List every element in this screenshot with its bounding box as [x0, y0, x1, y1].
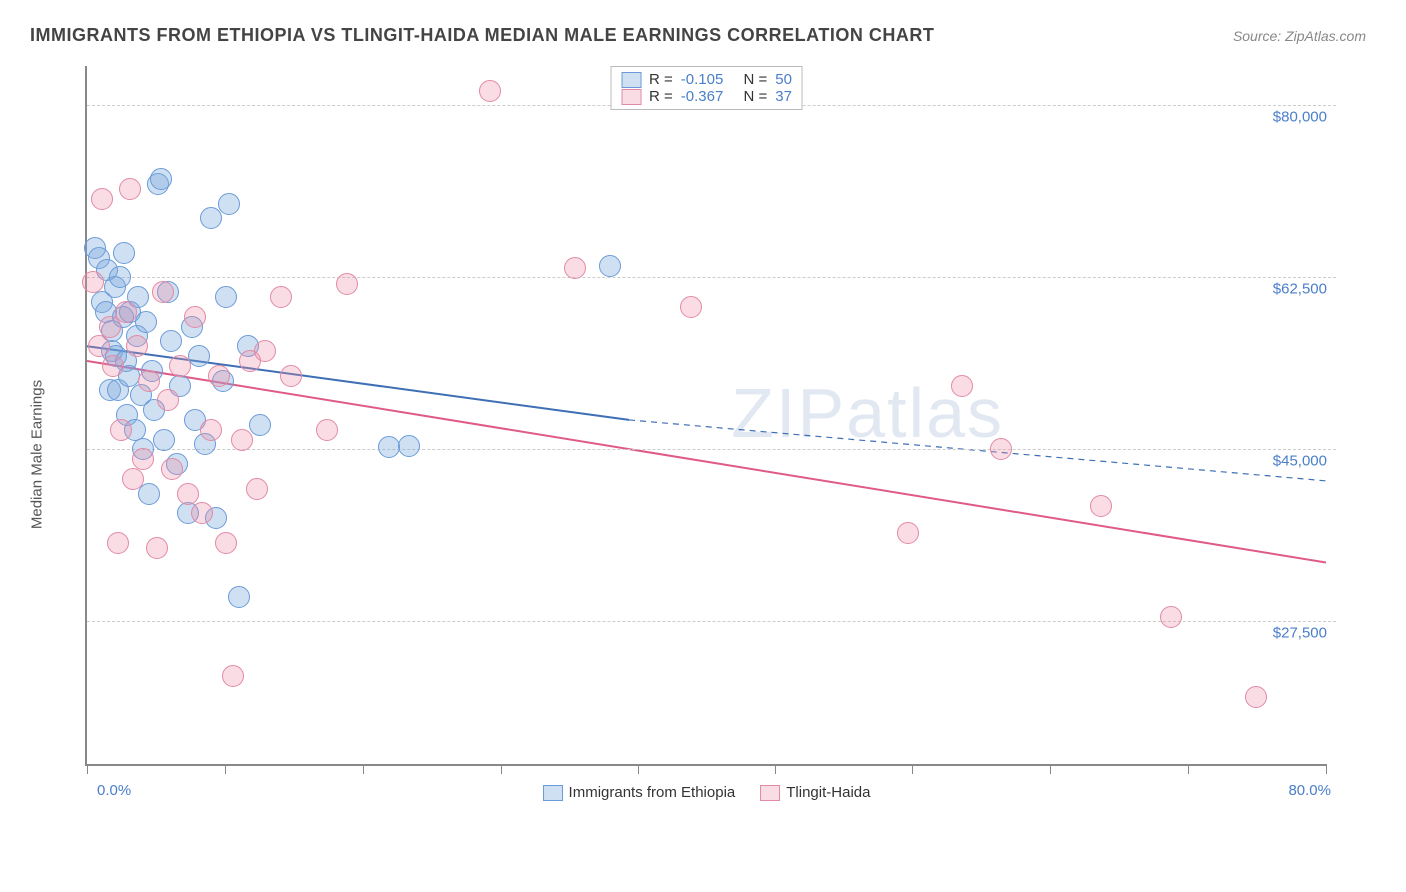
- trend-lines-layer: [87, 66, 1326, 764]
- gridline: [87, 277, 1336, 278]
- x-axis-min-label: 0.0%: [97, 782, 131, 799]
- scatter-point: [122, 468, 144, 490]
- x-tick: [225, 764, 226, 774]
- scatter-point: [280, 365, 302, 387]
- scatter-point: [82, 271, 104, 293]
- legend-row-series1: R = -0.105 N = 50: [621, 71, 792, 88]
- x-tick: [1326, 764, 1327, 774]
- scatter-point: [169, 355, 191, 377]
- scatter-point: [135, 311, 157, 333]
- legend-r-label-1: R =: [649, 71, 673, 88]
- legend-n-label-2: N =: [744, 88, 768, 105]
- scatter-point: [200, 207, 222, 229]
- scatter-point: [91, 188, 113, 210]
- scatter-point: [115, 301, 137, 323]
- scatter-point: [126, 335, 148, 357]
- scatter-point: [200, 419, 222, 441]
- chart-title: IMMIGRANTS FROM ETHIOPIA VS TLINGIT-HAID…: [30, 25, 1376, 46]
- legend-r-label-2: R =: [649, 88, 673, 105]
- scatter-point: [990, 438, 1012, 460]
- y-tick-label: $80,000: [1273, 109, 1331, 126]
- legend-r-value-1: -0.105: [681, 71, 724, 88]
- scatter-point: [215, 532, 237, 554]
- legend-swatch-bottom-2: [760, 785, 780, 801]
- scatter-point: [1160, 606, 1182, 628]
- scatter-point: [119, 178, 141, 200]
- scatter-point: [951, 375, 973, 397]
- scatter-point: [222, 665, 244, 687]
- scatter-point: [564, 257, 586, 279]
- scatter-point: [152, 281, 174, 303]
- scatter-point: [88, 335, 110, 357]
- legend-item-series1: Immigrants from Ethiopia: [543, 784, 736, 801]
- legend-n-value-2: 37: [775, 88, 792, 105]
- x-tick: [638, 764, 639, 774]
- scatter-point: [161, 458, 183, 480]
- scatter-point: [109, 266, 131, 288]
- y-tick-label: $62,500: [1273, 281, 1331, 298]
- y-tick-label: $27,500: [1273, 625, 1331, 642]
- scatter-point: [107, 532, 129, 554]
- scatter-point: [208, 365, 230, 387]
- scatter-point: [680, 296, 702, 318]
- scatter-point: [336, 273, 358, 295]
- legend-series: Immigrants from Ethiopia Tlingit-Haida: [543, 784, 871, 801]
- scatter-point: [215, 286, 237, 308]
- scatter-point: [246, 478, 268, 500]
- x-tick: [912, 764, 913, 774]
- x-tick: [363, 764, 364, 774]
- scatter-point: [160, 330, 182, 352]
- scatter-point: [150, 168, 172, 190]
- scatter-point: [218, 193, 240, 215]
- scatter-point: [184, 306, 206, 328]
- x-tick: [501, 764, 502, 774]
- scatter-point: [398, 435, 420, 457]
- legend-swatch-series2: [621, 89, 641, 105]
- scatter-point: [479, 80, 501, 102]
- scatter-point: [897, 522, 919, 544]
- scatter-point: [270, 286, 292, 308]
- scatter-point: [102, 355, 124, 377]
- legend-swatch-bottom-1: [543, 785, 563, 801]
- scatter-point: [191, 502, 213, 524]
- x-tick: [1188, 764, 1189, 774]
- scatter-point: [228, 586, 250, 608]
- scatter-point: [146, 537, 168, 559]
- chart-area: Median Male Earnings ZIPatlas R = -0.105…: [55, 66, 1376, 826]
- legend-correlation: R = -0.105 N = 50 R = -0.367 N = 37: [610, 66, 803, 110]
- legend-label-series2: Tlingit-Haida: [786, 784, 870, 801]
- scatter-point: [138, 370, 160, 392]
- scatter-point: [153, 429, 175, 451]
- scatter-point: [113, 242, 135, 264]
- scatter-point: [110, 419, 132, 441]
- x-tick: [1050, 764, 1051, 774]
- scatter-point: [132, 448, 154, 470]
- scatter-point: [1090, 495, 1112, 517]
- legend-item-series2: Tlingit-Haida: [760, 784, 870, 801]
- scatter-point: [249, 414, 271, 436]
- scatter-point: [157, 389, 179, 411]
- legend-label-series1: Immigrants from Ethiopia: [569, 784, 736, 801]
- legend-swatch-series1: [621, 72, 641, 88]
- legend-row-series2: R = -0.367 N = 37: [621, 88, 792, 105]
- scatter-point: [177, 483, 199, 505]
- x-tick: [87, 764, 88, 774]
- y-axis-label: Median Male Earnings: [29, 380, 46, 529]
- gridline: [87, 449, 1336, 450]
- source-attribution: Source: ZipAtlas.com: [1233, 28, 1366, 44]
- scatter-point: [254, 340, 276, 362]
- x-tick: [775, 764, 776, 774]
- scatter-point: [231, 429, 253, 451]
- y-tick-label: $45,000: [1273, 453, 1331, 470]
- scatter-point: [599, 255, 621, 277]
- scatter-point: [316, 419, 338, 441]
- legend-n-value-1: 50: [775, 71, 792, 88]
- x-axis-max-label: 80.0%: [1288, 782, 1331, 799]
- scatter-point: [378, 436, 400, 458]
- plot-region: ZIPatlas R = -0.105 N = 50 R = -0.367 N …: [85, 66, 1326, 766]
- legend-r-value-2: -0.367: [681, 88, 724, 105]
- legend-n-label-1: N =: [744, 71, 768, 88]
- scatter-point: [1245, 686, 1267, 708]
- gridline: [87, 621, 1336, 622]
